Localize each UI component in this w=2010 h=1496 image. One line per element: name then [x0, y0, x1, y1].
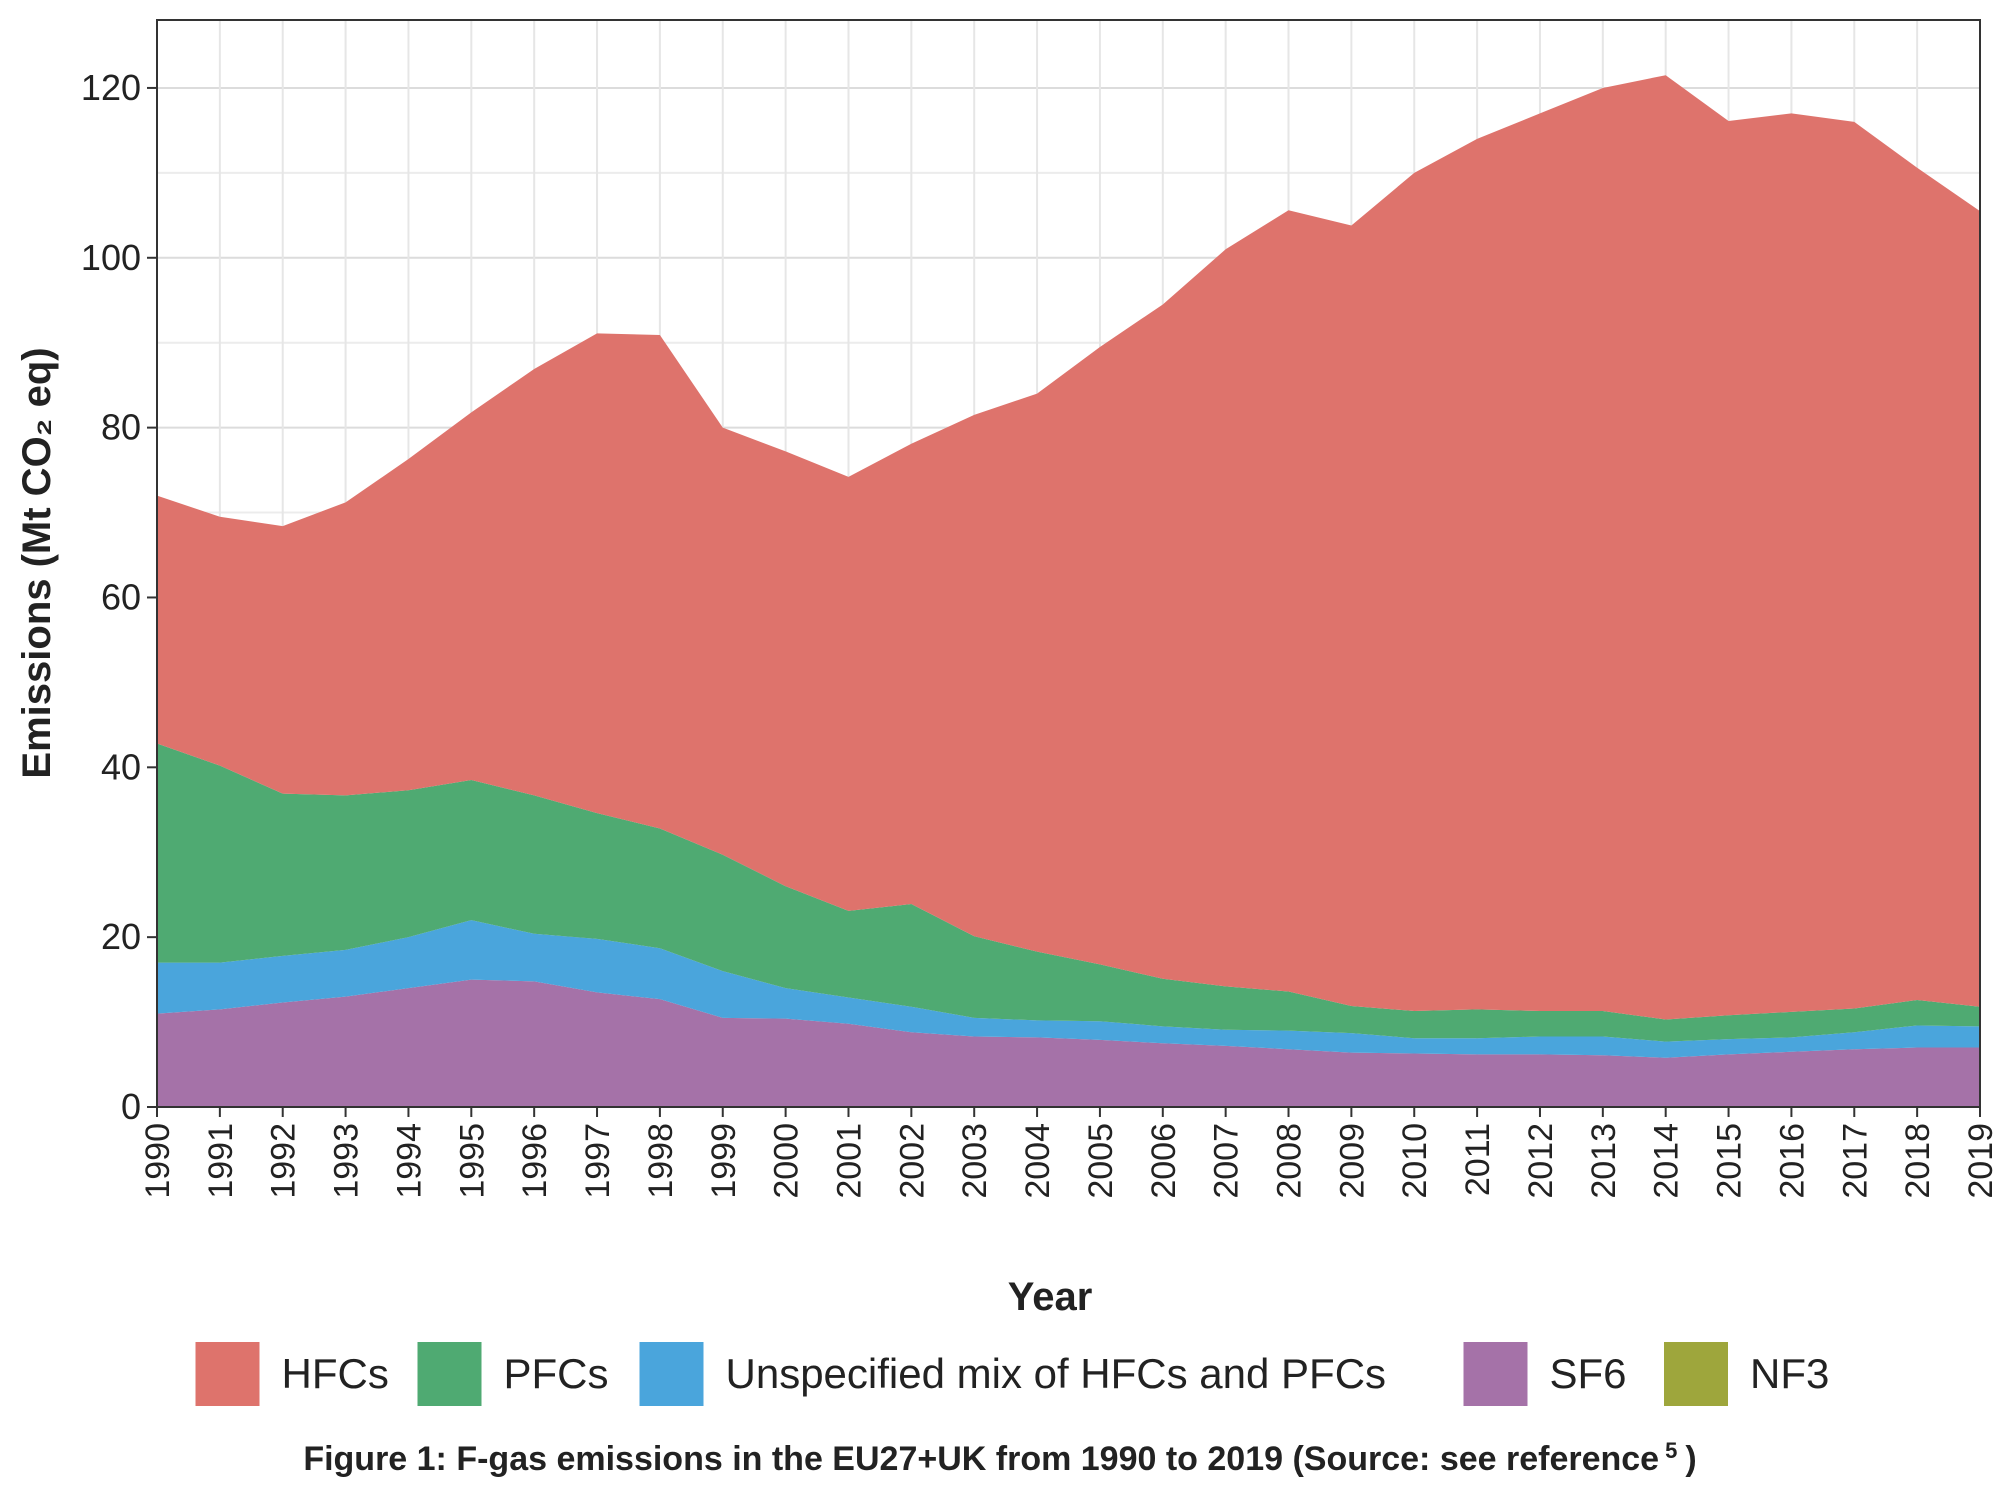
x-tick-label: 1994 — [390, 1123, 428, 1199]
y-axis-title: Emissions (Mt CO₂ eq) — [15, 347, 59, 778]
legend-item-sf6: SF6 — [1463, 1342, 1627, 1406]
legend: HFCs PFCs Unspecified mix of HFCs and PFCs… — [195, 1342, 1829, 1406]
y-axis-ticks: 0 20 40 60 80 100 120 — [81, 67, 157, 1127]
legend-label: SF6 — [1550, 1350, 1627, 1397]
x-tick-label: 2001 — [830, 1123, 868, 1199]
plot-border — [156, 19, 1981, 1108]
x-tick-label: 1993 — [328, 1123, 366, 1199]
x-tick-label: 2000 — [768, 1123, 806, 1199]
x-tick-label: 1991 — [202, 1123, 240, 1199]
x-tick-label: 1992 — [265, 1123, 303, 1199]
x-tick-label: 2016 — [1773, 1123, 1811, 1199]
area-unspecified-mix-of-hfcs-and-pfcs — [157, 920, 1980, 1058]
x-tick-label: 2018 — [1899, 1123, 1937, 1199]
caption-text: Figure 1: F-gas emissions in the EU27+UK… — [303, 1440, 1659, 1478]
y-tick-label: 0 — [121, 1086, 141, 1127]
x-tick-label: 2017 — [1836, 1123, 1874, 1199]
legend-label: Unspecified mix of HFCs and PFCs — [726, 1350, 1387, 1397]
x-tick-label: 1995 — [453, 1123, 491, 1199]
y-tick-label: 20 — [101, 916, 141, 957]
legend-item-hfcs: HFCs — [195, 1342, 389, 1406]
y-tick-label: 80 — [101, 407, 141, 448]
y-tick-label: 120 — [81, 67, 141, 108]
x-tick-label: 2002 — [893, 1123, 931, 1199]
legend-swatch — [417, 1342, 482, 1406]
legend-swatch — [1664, 1342, 1728, 1406]
x-axis-title: Year — [1008, 1275, 1093, 1319]
legend-label: PFCs — [504, 1350, 609, 1397]
x-tick-label: 2007 — [1208, 1123, 1246, 1199]
x-tick-label: 2009 — [1333, 1123, 1371, 1199]
y-tick-label: 100 — [81, 237, 141, 278]
legend-label: NF3 — [1750, 1350, 1829, 1397]
y-tick-label: 40 — [101, 746, 141, 787]
legend-swatch — [195, 1342, 260, 1406]
area-series — [157, 75, 1980, 1107]
x-tick-label: 2005 — [1082, 1123, 1120, 1199]
legend-label: HFCs — [282, 1350, 389, 1397]
x-tick-label: 2004 — [1019, 1123, 1057, 1199]
x-tick-label: 2006 — [1145, 1123, 1183, 1199]
x-tick-label: 2011 — [1459, 1123, 1497, 1196]
x-tick-label: 1996 — [516, 1123, 554, 1199]
x-tick-label: 2013 — [1585, 1123, 1623, 1199]
x-tick-label: 2008 — [1271, 1123, 1309, 1199]
x-tick-label: 1999 — [705, 1123, 743, 1199]
x-tick-label: 1990 — [139, 1123, 177, 1199]
legend-swatch — [639, 1342, 704, 1406]
x-tick-label: 2012 — [1522, 1123, 1560, 1199]
legend-swatch — [1463, 1342, 1528, 1406]
x-tick-label: 1998 — [642, 1123, 680, 1199]
y-tick-label: 60 — [101, 576, 141, 617]
area-pfcs — [157, 743, 1980, 1042]
x-tick-label: 2019 — [1962, 1123, 2000, 1199]
x-axis-ticks: 1990 1991 1992 1993 1994 1995 1996 1997 1998 1999… — [139, 1107, 2000, 1199]
figure-caption: Figure 1: F-gas emissions in the EU27+UK… — [303, 1438, 1696, 1478]
x-tick-label: 2003 — [956, 1123, 994, 1199]
legend-item-nf3: NF3 — [1664, 1342, 1829, 1406]
x-tick-label: 2015 — [1711, 1123, 1749, 1199]
area-sf6 — [157, 979, 1980, 1107]
caption-reference: 5 — [1665, 1438, 1677, 1463]
legend-item-pfcs: PFCs — [417, 1342, 609, 1406]
caption-end: ) — [1685, 1440, 1696, 1478]
x-tick-label: 2014 — [1648, 1123, 1686, 1199]
legend-item-unspecified-mix-of-hfcs-and-pfcs: Unspecified mix of HFCs and PFCs — [639, 1342, 1387, 1406]
x-tick-label: 2010 — [1396, 1123, 1434, 1199]
x-tick-label: 1997 — [579, 1123, 617, 1199]
area-hfcs — [157, 75, 1980, 1020]
